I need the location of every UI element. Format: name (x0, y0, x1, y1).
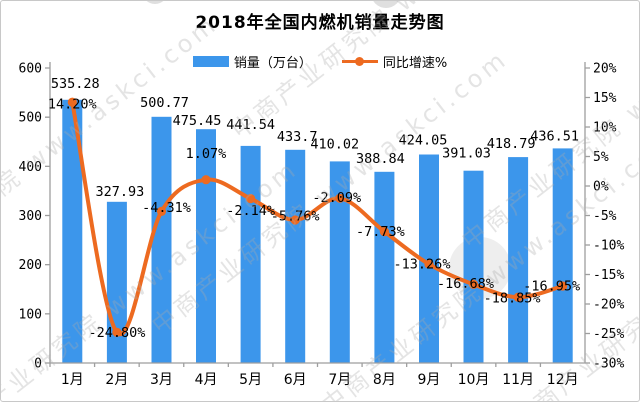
x-axis-category-label: 11月 (502, 372, 534, 388)
line-points (67, 97, 568, 337)
left-axis-tick-label: 400 (19, 160, 42, 175)
right-axis-tick-label: -15% (593, 268, 624, 283)
bar (151, 116, 172, 363)
chart-title: 2018年全国内燃机销量走势图 (195, 13, 445, 33)
line-point (468, 279, 479, 289)
line-point (335, 193, 345, 203)
x-axis-category-label: 8月 (373, 372, 396, 388)
bar (285, 149, 306, 363)
left-axis-tick-label: 0 (34, 357, 42, 372)
right-axis-tick-label: -25% (593, 327, 624, 342)
bar-value-label: 500.77 (140, 95, 189, 111)
bar-value-label: 436.51 (530, 128, 579, 144)
left-axis-tick-label: 200 (19, 258, 42, 273)
bar (329, 161, 350, 363)
bar (374, 171, 395, 363)
growth-value-label: 1.07% (186, 146, 227, 162)
line-point (513, 292, 523, 302)
line-point (156, 206, 167, 216)
bar-value-label: 418.79 (487, 136, 536, 152)
x-axis-category-label: 1月 (61, 372, 84, 388)
bar-value-label: 441.54 (226, 117, 275, 133)
legend-item-growth: 同比增速% (341, 52, 448, 71)
growth-value-label: 14.20% (48, 97, 97, 113)
bar-value-label: 475.45 (173, 113, 222, 129)
line-series-swatch (341, 57, 378, 66)
growth-value-label: -7.73% (356, 224, 405, 240)
data-labels: 535.28 327.93 500.77 475.45 441.54433.7410.0… (48, 76, 580, 341)
left-axis-tick-label: 300 (19, 209, 42, 224)
bar-value-label: 424.05 (399, 133, 448, 149)
bar-value-label: 535.28 (51, 76, 100, 92)
line-marker-icon (355, 57, 365, 66)
growth-value-label: -24.80% (88, 325, 145, 341)
bar (552, 148, 573, 363)
legend: 销量（万台） 同比增速% (1, 52, 639, 71)
legend-label-sales: 销量（万台） (233, 56, 312, 71)
line-point (379, 227, 389, 237)
x-axis-category-label: 6月 (284, 372, 307, 388)
x-axis-category-label: 7月 (328, 372, 351, 388)
growth-value-label: -2.14% (226, 203, 275, 219)
right-axis-tick-label: -30% (593, 357, 624, 372)
x-axis-category-label: 4月 (195, 372, 218, 388)
bar-value-label: 433.7 (277, 129, 318, 145)
line-point (290, 215, 300, 225)
line-point (558, 281, 568, 291)
x-axis-category-label: 12月 (547, 372, 579, 388)
bar (62, 99, 83, 364)
growth-value-label: -16.68% (437, 276, 494, 292)
growth-value-label: -4.31% (142, 200, 191, 216)
x-axis-category-label: 3月 (150, 372, 173, 388)
right-axis-tick-label: -10% (593, 239, 624, 254)
line-point (246, 194, 256, 204)
bar-value-label: 391.03 (442, 146, 491, 162)
growth-value-label: -16.95% (523, 279, 580, 295)
line-point (67, 97, 77, 107)
growth-value-label: -2.09% (312, 190, 361, 206)
right-axis-tick-label: 5% (593, 150, 609, 165)
left-axis-tick-label: 100 (19, 307, 42, 322)
bar-series-swatch (192, 56, 229, 67)
right-axis-tick-label: 20% (593, 62, 617, 77)
legend-item-sales: 销量（万台） (192, 52, 312, 71)
bar-value-label: 388.84 (356, 151, 405, 167)
growth-value-label: -18.85% (484, 291, 541, 307)
bar (463, 170, 484, 363)
x-axis-category-label: 10月 (458, 372, 490, 388)
x-axis-category-label: 2月 (105, 372, 128, 388)
right-axis-tick-label: -20% (593, 298, 624, 313)
right-axis-tick-label: -5% (593, 209, 617, 224)
x-axis-category-label: 5月 (239, 372, 262, 388)
right-axis-tick-label: 0% (593, 180, 609, 195)
line-point (424, 259, 434, 269)
right-axis-tick-label: 10% (593, 121, 617, 136)
left-axis-tick-label: 600 (19, 62, 42, 77)
axes (45, 62, 590, 367)
bar-value-label: 327.93 (96, 184, 145, 200)
line-point (112, 327, 122, 337)
x-axis-category-label: 9月 (417, 372, 440, 388)
bar (419, 154, 439, 363)
tick-labels: 600 500 400 300 200 100 0 20% 15% 10% 5% 0% -5% -10% -… (19, 62, 625, 389)
growth-value-label: -13.26% (394, 257, 451, 273)
left-axis-tick-label: 500 (19, 111, 42, 126)
growth-value-label: -5.76% (271, 209, 320, 225)
legend-label-growth: 同比增速% (382, 56, 448, 71)
bar-value-label: 410.02 (310, 136, 359, 152)
right-axis-tick-label: 15% (593, 91, 617, 106)
line-point (201, 175, 211, 185)
bar (508, 157, 529, 363)
bar (196, 129, 216, 363)
